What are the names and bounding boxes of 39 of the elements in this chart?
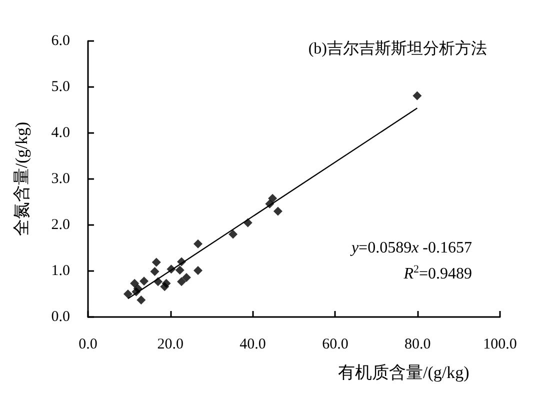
point <box>133 284 142 293</box>
x-tick-label: 20.0 <box>157 336 184 352</box>
point <box>154 277 163 286</box>
point <box>177 257 186 266</box>
point <box>136 295 146 304</box>
point <box>152 258 161 267</box>
point <box>130 278 140 288</box>
y-tick-label: 5.0 <box>51 79 70 95</box>
point <box>150 266 160 276</box>
point <box>194 239 203 248</box>
y-tick-label: 2.0 <box>51 217 70 233</box>
point <box>166 264 176 274</box>
point <box>194 266 203 276</box>
point <box>273 206 282 216</box>
point <box>412 91 422 100</box>
point <box>268 194 278 203</box>
chart-title: (b)吉尔吉斯斯坦分析方法 <box>308 40 487 58</box>
point <box>228 230 238 239</box>
y-tick-label: 0.0 <box>51 309 70 325</box>
y-tick-label: 4.0 <box>51 125 70 141</box>
y-axis-title: 全氮含量/(g/kg) <box>12 122 31 236</box>
point <box>177 277 186 286</box>
point <box>160 282 170 292</box>
y-tick-label: 3.0 <box>51 171 70 187</box>
annotation: y=0.0589x -0.1657 <box>349 240 472 256</box>
y-tick-label: 1.0 <box>51 263 70 279</box>
point <box>243 218 252 228</box>
x-tick-label: 40.0 <box>240 336 266 352</box>
x-axis-title: 有机质含量/(g/kg) <box>338 363 470 382</box>
point <box>140 276 149 286</box>
x-tick-label: 0.0 <box>78 336 98 352</box>
x-tick-label: 60.0 <box>322 336 348 352</box>
point <box>265 199 274 208</box>
x-tick-label: 80.0 <box>404 336 431 352</box>
point <box>182 272 191 282</box>
point <box>175 266 184 275</box>
point <box>123 290 132 298</box>
x-tick-label: 100.0 <box>483 336 517 352</box>
y-tick-label: 6.0 <box>51 33 70 49</box>
